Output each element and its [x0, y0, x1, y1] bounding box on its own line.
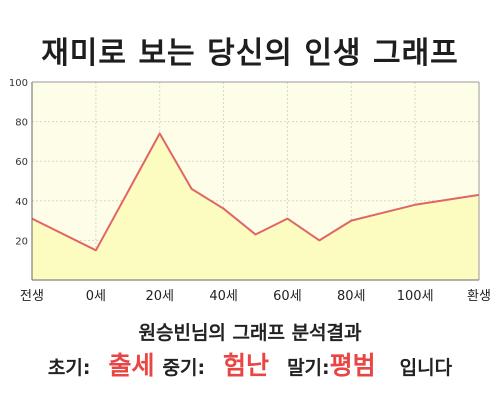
early-label: 초기: [47, 357, 91, 379]
x-tick-label: 80세 [337, 289, 366, 304]
analysis-result: 초기: 출세 중기: 험난 말기: 평범 입니다 [0, 346, 500, 382]
result-tail: 입니다 [399, 357, 453, 379]
y-tick-label: 100 [9, 78, 28, 89]
y-tick-label: 60 [15, 157, 28, 168]
y-tick-label: 80 [15, 118, 28, 129]
mid-label: 중기: [162, 357, 206, 379]
series-line [31, 132, 480, 252]
chart-axes [31, 81, 480, 281]
x-tick-label: 20세 [145, 289, 174, 304]
x-tick-label: 환생 [467, 289, 491, 304]
y-tick-label: 20 [15, 236, 28, 247]
x-tick-label: 40세 [209, 289, 238, 304]
page-title: 재미로 보는 당신의 인생 그래프 [41, 36, 459, 71]
x-tick-label: 60세 [273, 289, 302, 304]
analysis-heading: 원승빈님의 그래프 분석결과 [138, 322, 362, 344]
x-tick-label: 100세 [397, 289, 434, 304]
y-tick-labels: 20 40 60 80 100 [9, 78, 28, 247]
series-area-fill [32, 133, 479, 280]
early-value: 출세 [108, 351, 155, 380]
x-tick-label: 전생 [20, 289, 44, 304]
late-value: 평범 [329, 351, 376, 380]
x-tick-label: 0세 [86, 289, 106, 304]
mid-value: 험난 [223, 351, 270, 380]
life-graph-chart: 20 40 60 80 100 전생 0세 20세 40세 60세 80세 100세 환생 [9, 78, 491, 304]
x-tick-labels: 전생 0세 20세 40세 60세 80세 100세 환생 [20, 289, 491, 304]
y-tick-label: 40 [15, 197, 28, 208]
late-label: 말기: [287, 357, 330, 379]
